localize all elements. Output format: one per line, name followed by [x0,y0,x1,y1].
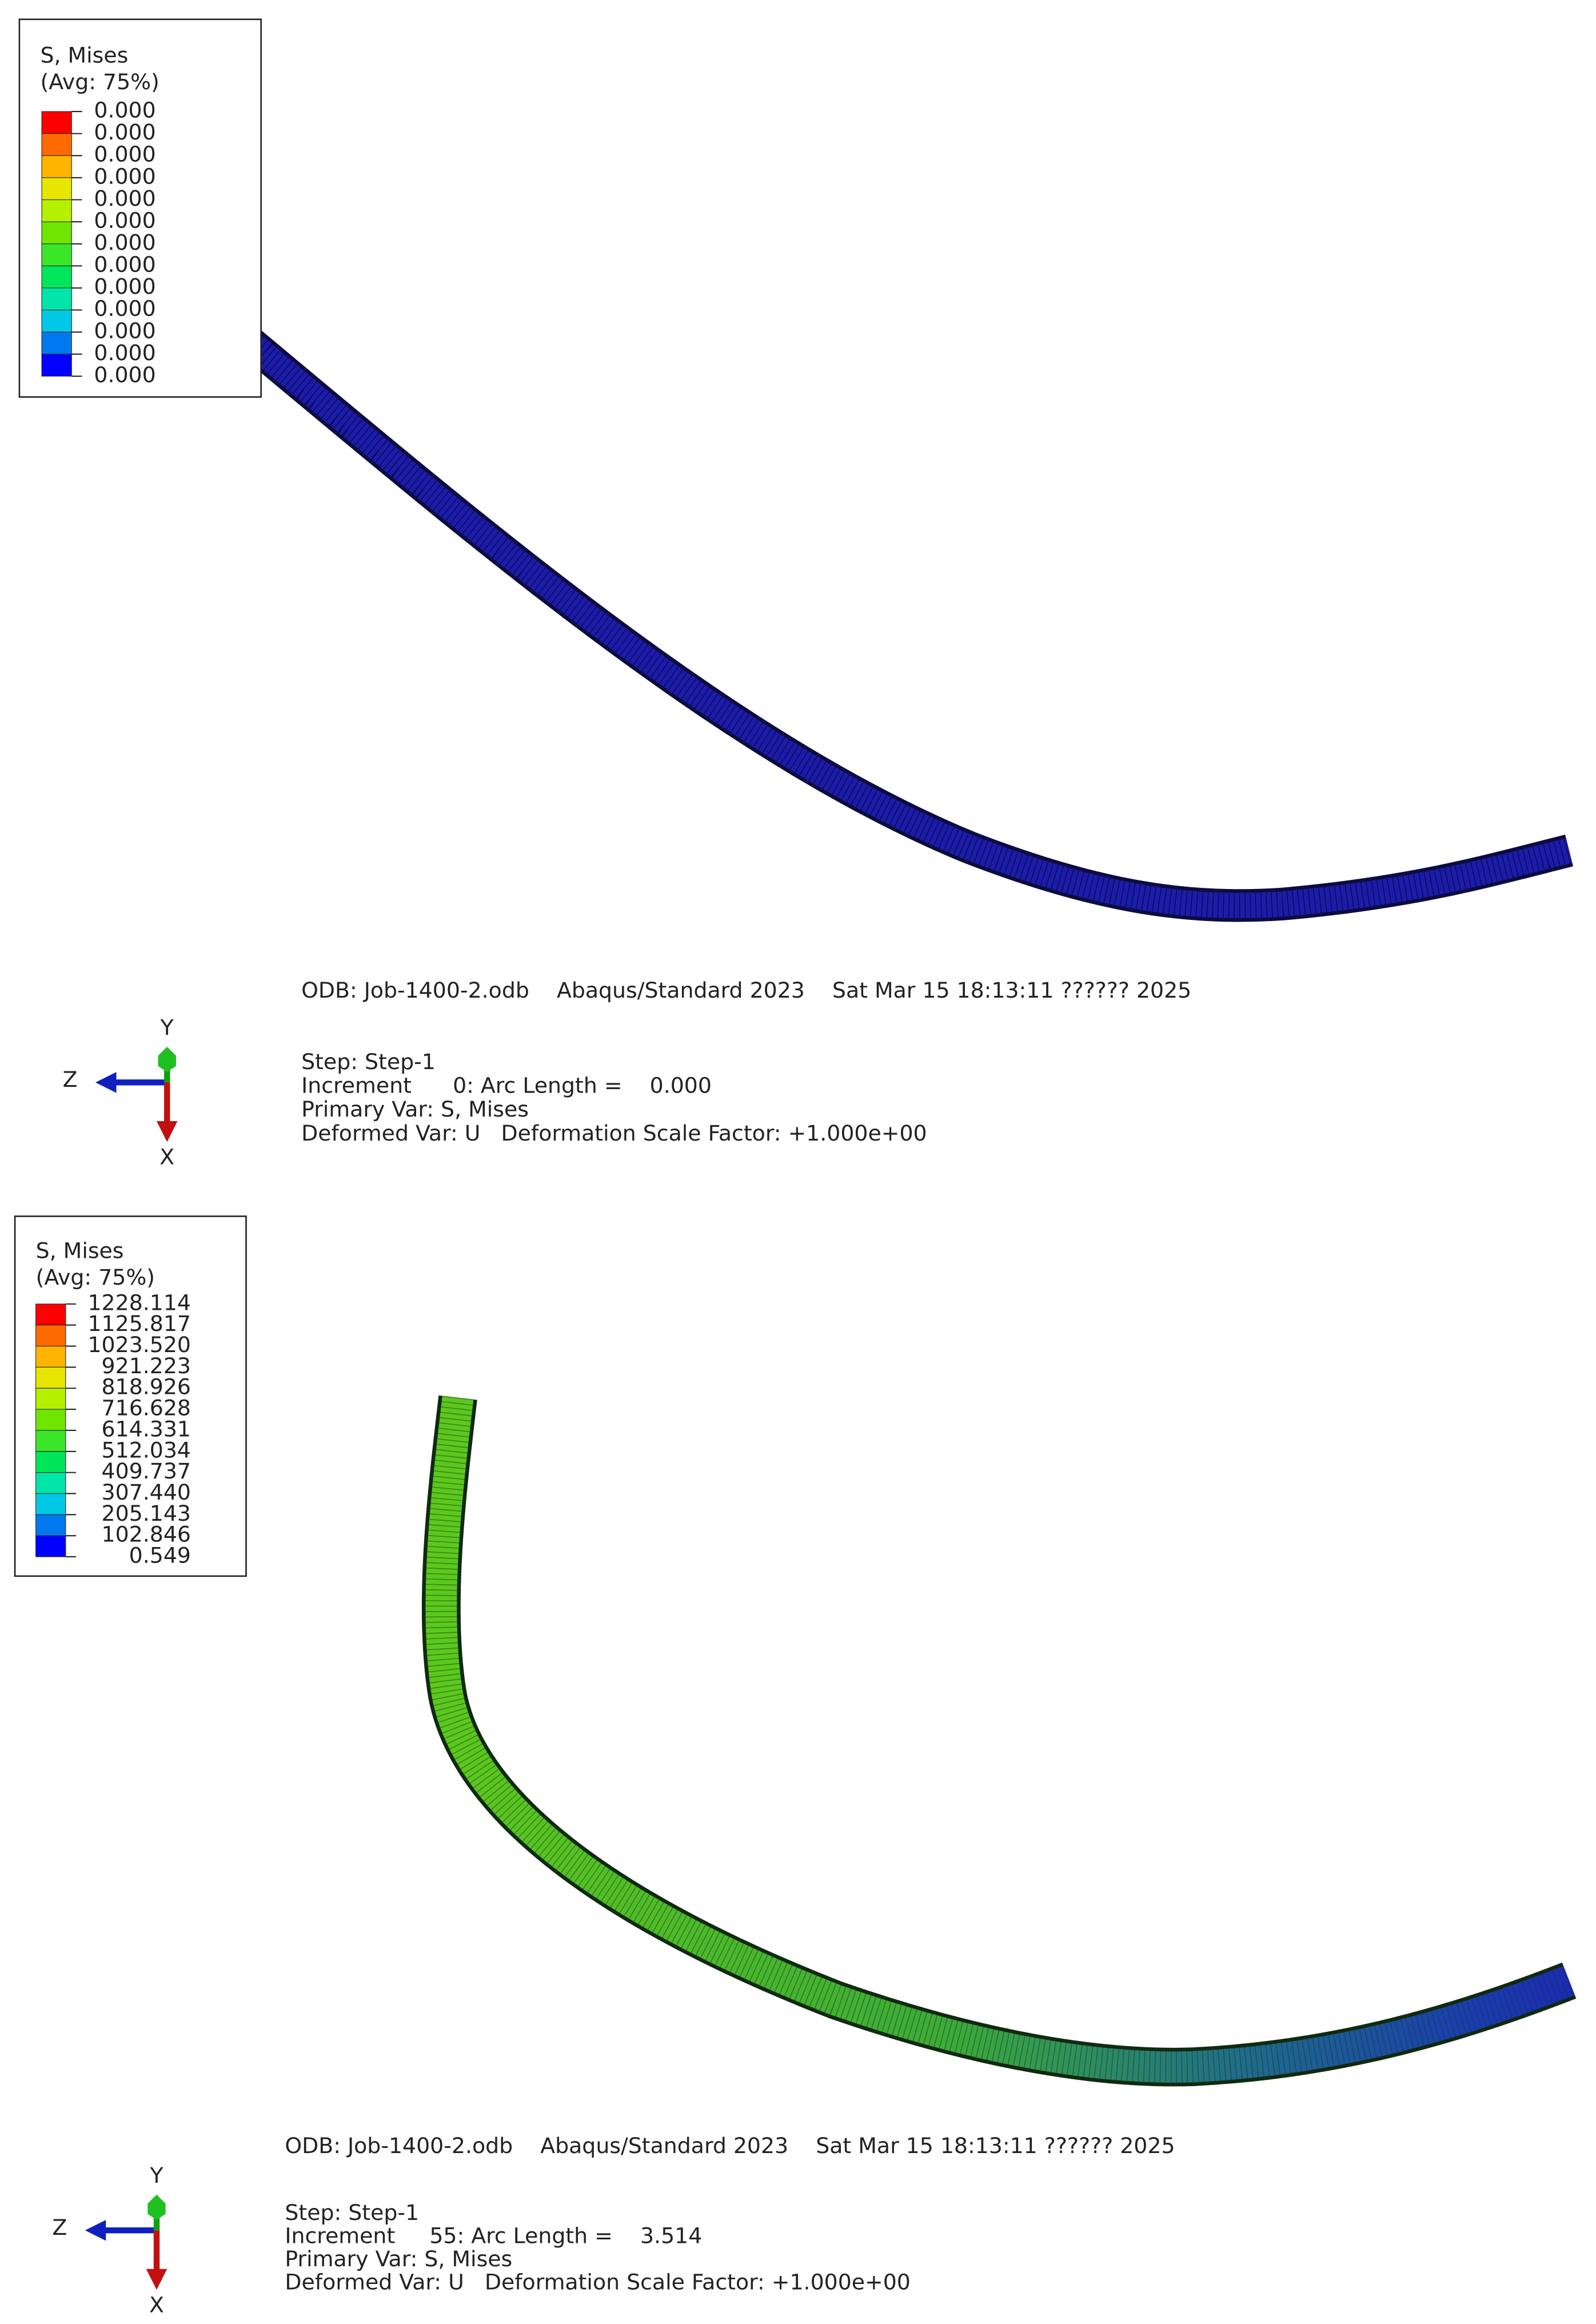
legend-label: 1228.114 [87,1290,190,1315]
legend-label: 512.034 [102,1437,191,1462]
step-info: Primary Var: S, Mises [285,2246,512,2271]
legend-label: 0.000 [94,274,155,299]
legend-label: 0.000 [94,98,155,123]
odb-info: ODB: Job-1400-2.odb Abaqus/Standard 2023… [301,978,1191,1003]
legend-band [41,288,72,310]
legend-label: 205.143 [102,1501,191,1526]
legend-band [35,1366,66,1389]
legend-band [41,155,72,178]
legend-band [41,111,72,134]
axis-x-label: X [159,1145,174,1170]
legend-band [35,1472,66,1494]
legend-label: 0.000 [94,186,155,211]
legend-label: 307.440 [102,1480,191,1505]
legend-label: 0.000 [94,142,155,167]
legend-band [41,133,72,156]
beam [425,1396,1575,2083]
axis-x-head [146,2269,167,2290]
legend-label: 0.000 [94,230,155,255]
legend-label: 0.000 [94,340,155,365]
legend-band [35,1388,66,1410]
axis-z-head [95,1072,117,1093]
legend-band [41,265,72,289]
step-info: Primary Var: S, Mises [301,1097,529,1122]
legend-band [41,244,72,266]
legend-label: 0.000 [94,362,155,388]
axis-x-head [156,1121,178,1142]
axis-z-label: Z [52,2215,67,2240]
legend-label: 0.000 [94,252,155,277]
legend-band [35,1514,66,1536]
beam-mesh [425,1396,1575,2083]
legend-band [35,1409,66,1431]
legend-band [35,1535,66,1557]
axis-y-head [158,1046,176,1073]
legend-band [41,332,72,354]
step-info: Increment 55: Arc Length = 3.514 [285,2223,702,2249]
legend-band [41,309,72,333]
legend-band [35,1430,66,1452]
legend-band [41,221,72,245]
legend-label: 409.737 [102,1458,191,1484]
legend-label: 614.331 [102,1416,191,1441]
axis-x-label: X [149,2292,164,2317]
step-info: Deformed Var: U Deformation Scale Factor… [285,2270,911,2295]
legend-label: 716.628 [102,1396,191,1421]
axis-z-head [85,2219,106,2241]
beam-edge [421,1395,1577,2087]
legend-label: 0.000 [94,164,155,189]
legend-label: 818.926 [102,1374,191,1400]
legend-label: 1023.520 [87,1332,190,1357]
legend-subtitle: (Avg: 75%) [40,69,159,94]
legend-label: 102.846 [102,1522,191,1547]
legend-band [41,353,72,377]
odb-info: ODB: Job-1400-2.odb Abaqus/Standard 2023… [285,2133,1175,2158]
axis-y-label: Y [149,2163,163,2188]
legend-label: 0.000 [94,296,155,321]
legend-label: 0.000 [94,208,155,233]
legend-subtitle: (Avg: 75%) [36,1265,155,1290]
axis-y-head [147,2194,166,2220]
axis-y-label: Y [160,1015,174,1040]
legend-band [35,1346,66,1368]
legend-label: 921.223 [102,1353,191,1378]
axis-z-label: Z [63,1067,78,1092]
legend-label: 0.000 [94,119,155,145]
step-info: Increment 0: Arc Length = 0.000 [301,1073,712,1098]
step-info: Deformed Var: U Deformation Scale Factor… [301,1121,927,1146]
legend-title: S, Mises [36,1238,124,1263]
step-info: Step: Step-1 [301,1049,436,1074]
legend-band [35,1451,66,1473]
legend-title: S, Mises [40,42,128,67]
beam [193,292,1573,918]
legend-label: 1125.817 [87,1311,190,1336]
legend-label: 0.000 [94,318,155,343]
legend-band [41,199,72,222]
legend-band [35,1325,66,1347]
legend-label: 0.549 [129,1543,191,1568]
legend-band [35,1303,66,1326]
step-info: Step: Step-1 [285,2200,419,2225]
legend-band [41,177,72,200]
legend-band [35,1493,66,1515]
